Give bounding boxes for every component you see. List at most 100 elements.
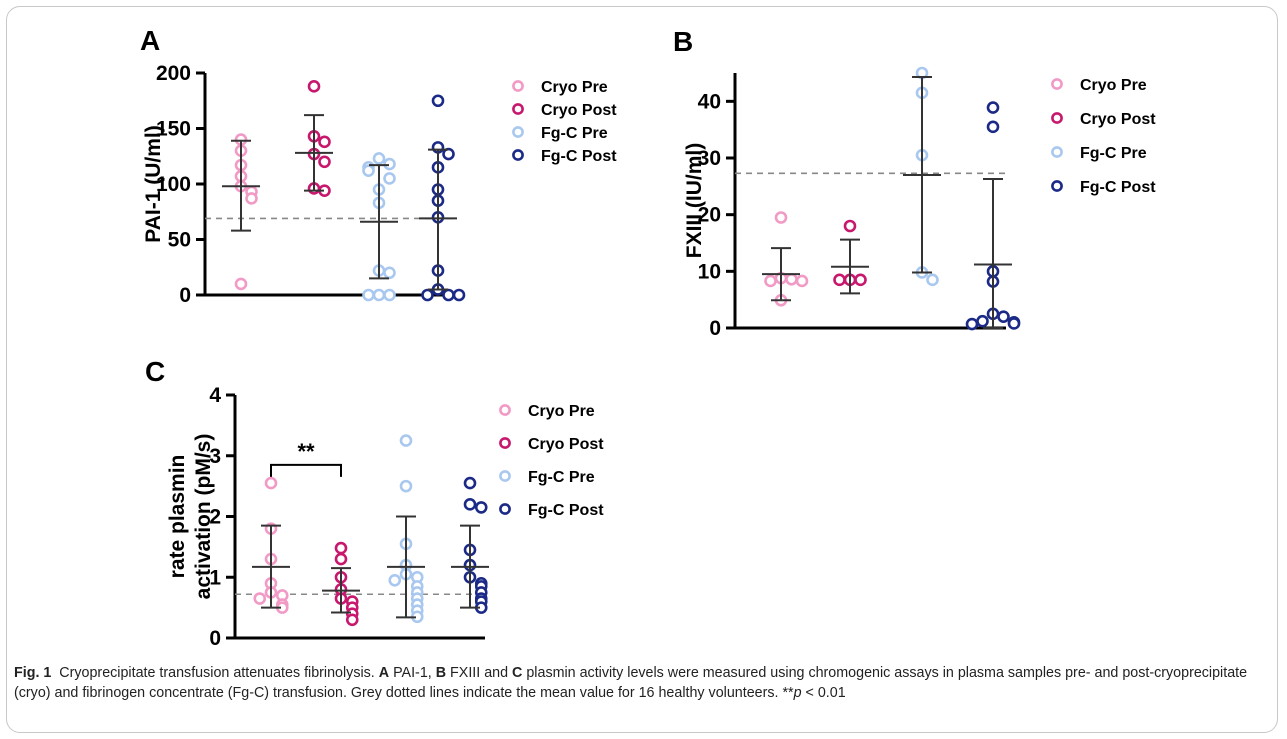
panel-letter-b: B — [673, 26, 693, 57]
panel-c-legend-label-cryo-post: Cryo Post — [528, 436, 604, 453]
panel-b-point-fgc-post — [986, 120, 1000, 134]
panel-c-point-cryo-pre — [264, 476, 278, 490]
panel-c-significance-bracket — [270, 463, 342, 477]
caption-p-tail: < 0.01 — [801, 685, 846, 701]
panel-b-legend-marker-cryo-post — [1051, 112, 1063, 124]
panel-c-series-cryo-post — [322, 541, 360, 627]
panel-c-legend-label-fgc-pre: Fg-C Pre — [528, 469, 595, 486]
panel-b-legend-label-cryo-post: Cryo Post — [1080, 111, 1156, 128]
panel-b-legend: Cryo Pre Cryo Post Fg-C Pre Fg-C Post — [1051, 77, 1156, 196]
caption-p-symbol: p — [793, 685, 802, 701]
panel-c-y-tick-label: 1 — [209, 566, 221, 589]
panel-a-point-fgc-post — [442, 288, 455, 302]
panel-b-point-fgc-post — [1007, 317, 1021, 330]
caption-a-label: A — [378, 665, 390, 681]
panel-a-point-cryo-pre — [245, 192, 258, 205]
panel-b-legend-label-cryo-pre: Cryo Pre — [1080, 77, 1147, 94]
caption-b-text: FXIII and — [450, 665, 509, 681]
panel-c-point-fgc-post — [474, 501, 488, 514]
panel-a-point-fgc-pre — [362, 288, 375, 302]
panel-a-point-fgc-pre — [383, 288, 396, 302]
panel-a-point-cryo-pre — [234, 277, 248, 291]
panel-a-y-tick-label: 0 — [179, 284, 191, 307]
caption-title: Cryoprecipitate transfusion attenuates f… — [59, 665, 375, 681]
caption-b-label: B — [435, 665, 447, 681]
panel-a-y-tick-label: 100 — [156, 173, 191, 196]
panel-a-legend: Cryo Pre Cryo Post Fg-C Pre Fg-C Post — [512, 79, 617, 165]
panel-b-point-cryo-pre — [795, 274, 809, 288]
panel-c-point-fgc-pre — [399, 479, 413, 493]
panel-c-legend-label-fgc-post: Fg-C Post — [528, 502, 604, 519]
panel-b-legend-marker-fgc-pre — [1051, 146, 1063, 158]
panel-a-legend-marker-cryo-pre — [512, 80, 524, 92]
panel-b-point-fgc-post — [965, 317, 979, 331]
panel-b-legend-marker-cryo-pre — [1051, 78, 1063, 90]
panel-a-legend-label-cryo-pre: Cryo Pre — [541, 79, 608, 96]
caption-fig-label: Fig. 1 — [14, 665, 52, 681]
panel-b-series-cryo-post — [831, 219, 869, 295]
panel-b-point-cryo-post — [854, 273, 867, 287]
panel-a-point-fgc-post — [452, 288, 466, 302]
panel-c-legend-marker-cryo-pre — [499, 404, 511, 416]
panel-c-y-tick-label: 3 — [209, 445, 221, 468]
panel-b-legend-label-fgc-pre: Fg-C Pre — [1080, 145, 1147, 162]
panel-b-point-cryo-pre — [785, 272, 798, 286]
panel-b-legend-marker-fgc-post — [1051, 180, 1063, 192]
panel-b-point-cryo-post — [843, 219, 857, 233]
panel-a-point-cryo-post — [318, 135, 331, 149]
panel-a-point-cryo-post — [318, 155, 331, 169]
panel-b-y-tick-label: 30 — [698, 147, 721, 170]
panel-b-legend-label-fgc-post: Fg-C Post — [1080, 179, 1156, 196]
caption-c-text: plasmin activity levels were measured us… — [14, 665, 1248, 701]
panel-c-point-fgc-pre — [388, 573, 402, 587]
panel-c-legend-marker-fgc-post — [499, 503, 511, 515]
panel-a-legend-marker-fgc-post — [512, 149, 524, 161]
panel-a-point-fgc-pre — [372, 288, 386, 302]
panel-a-y-axis-label: PAI-1 (U/ml) — [142, 125, 165, 242]
panel-b-point-fgc-post — [976, 314, 989, 328]
panel-b-series-cryo-pre — [762, 211, 809, 307]
panel-a-point-fgc-post — [442, 147, 455, 161]
panel-c-y-axis-label-line: rate plasmin — [166, 455, 189, 579]
panel-a-series-cryo-post — [295, 80, 333, 197]
panel-c-legend-marker-fgc-pre — [499, 470, 511, 482]
panel-a-legend-marker-cryo-post — [512, 103, 524, 115]
panel-c-y-axis-label-line: activation (pM/s) — [192, 434, 215, 600]
panel-c-legend-label-cryo-pre: Cryo Pre — [528, 403, 595, 420]
panel-c-point-cryo-post — [334, 552, 348, 566]
panel-c-point-cryo-post — [334, 541, 348, 555]
panel-c-point-cryo-post — [345, 613, 359, 627]
panel-c-series-fgc-pre — [387, 434, 425, 624]
panel-c-legend-marker-cryo-post — [499, 437, 511, 449]
panel-b-y-tick-label: 0 — [709, 317, 721, 340]
figure-caption: Fig. 1 Cryoprecipitate transfusion atten… — [14, 663, 1269, 703]
panel-c-y-tick-label: 2 — [209, 506, 221, 529]
panel-c-point-fgc-pre — [399, 434, 413, 447]
panel-a-point-cryo-post — [307, 80, 321, 93]
caption-a-text: PAI-1, — [393, 665, 432, 681]
panel-c-y-axis-label: rate plasmin activation (pM/s) — [166, 434, 215, 600]
panel-b-point-cryo-pre — [774, 211, 788, 224]
panel-b-point-fgc-post — [997, 310, 1010, 323]
panel-a-series-cryo-pre — [222, 133, 260, 291]
panel-a-y-tick-label: 50 — [168, 229, 191, 252]
panel-b-point-cryo-post — [833, 273, 846, 287]
panel-b-series-fgc-post — [965, 101, 1021, 331]
panel-a-point-fgc-pre — [383, 157, 396, 171]
panel-a-legend-label-fgc-post: Fg-C Post — [541, 148, 617, 165]
panel-b-y-tick-label: 20 — [698, 204, 721, 227]
panel-c-point-fgc-post — [463, 476, 477, 490]
panel-b-point-cryo-pre — [764, 274, 777, 288]
panel-c-legend: Cryo Pre Cryo Post Fg-C Pre Fg-C Post — [499, 403, 604, 519]
panel-a-legend-label-fgc-pre: Fg-C Pre — [541, 125, 608, 142]
panel-a-point-fgc-pre — [383, 172, 396, 185]
panel-a-y-tick-label: 150 — [156, 118, 191, 141]
panel-c-chart: 0 1 2 3 4 rate plasmin activation (pM/s) ** — [166, 384, 489, 650]
panel-c-y-tick-label: 0 — [209, 627, 221, 650]
panel-a-legend-label-cryo-post: Cryo Post — [541, 102, 617, 119]
panel-b-y-tick-label: 40 — [698, 90, 721, 113]
panel-b-point-fgc-post — [986, 101, 1000, 114]
panel-b-y-tick-label: 10 — [698, 260, 721, 283]
panel-b-series-fgc-pre — [903, 66, 941, 287]
